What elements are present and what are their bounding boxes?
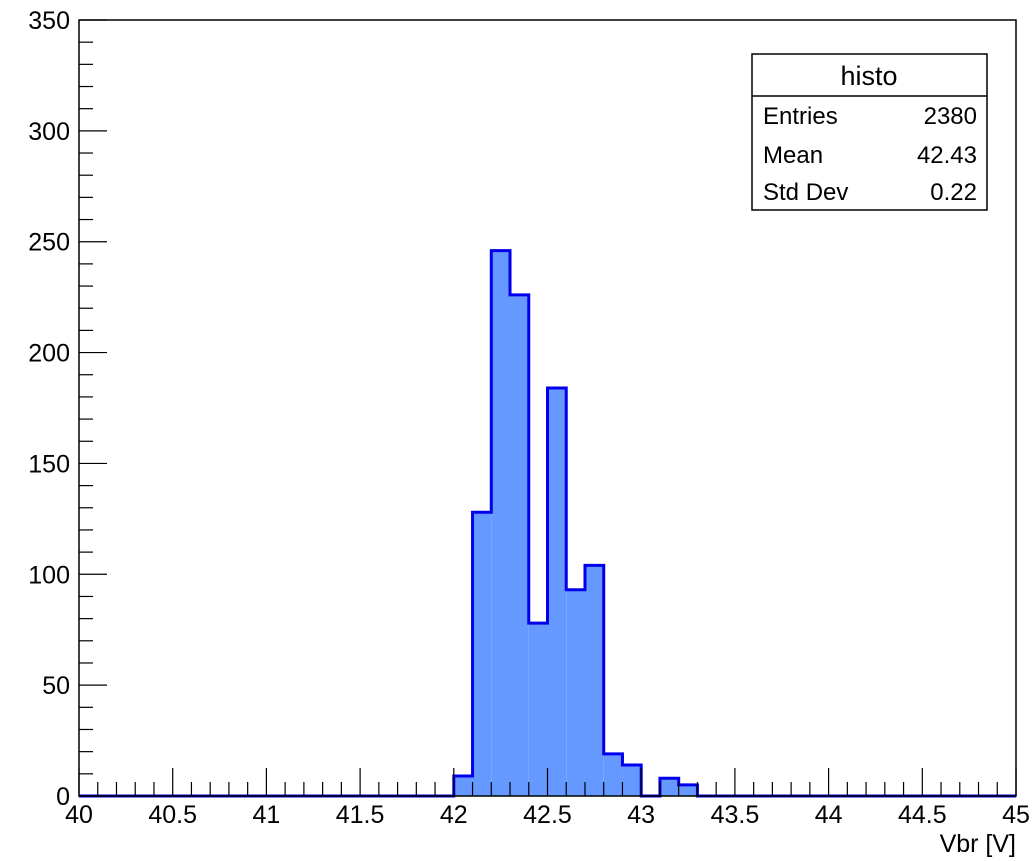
x-tick-label: 40.5 <box>148 801 197 829</box>
stats-stddev-label: Std Dev <box>763 179 848 206</box>
histogram-bin <box>584 565 604 796</box>
y-tick-label: 300 <box>28 118 70 146</box>
histogram-outline <box>79 249 1016 798</box>
histogram-bin <box>453 776 473 796</box>
x-tick-label: 44.5 <box>898 801 947 829</box>
stats-title: histo <box>840 61 897 91</box>
stats-mean-value: 42.43 <box>917 142 977 169</box>
x-tick-label: 43.5 <box>711 801 760 829</box>
x-tick-label: 41 <box>252 801 280 829</box>
y-tick-label: 350 <box>28 7 70 35</box>
histogram-bin <box>659 778 679 796</box>
y-tick-label: 100 <box>28 561 70 589</box>
stats-mean-label: Mean <box>763 142 823 169</box>
histogram-bin <box>510 294 529 796</box>
x-tick-label: 42 <box>440 801 468 829</box>
stats-entries-label: Entries <box>763 103 838 130</box>
stats-stddev-value: 0.22 <box>930 179 977 206</box>
x-tick-label: 40 <box>65 801 93 829</box>
y-tick-labels: 0 50 100 150 200 250 300 350 <box>28 7 70 811</box>
histogram-bin <box>603 753 623 796</box>
stats-box-frame <box>751 53 988 211</box>
y-tick-label: 200 <box>28 340 70 368</box>
y-tick-label: 50 <box>42 672 70 700</box>
x-tick-label: 42.5 <box>523 801 572 829</box>
histogram-bin <box>528 623 548 796</box>
histogram-bin <box>678 784 698 796</box>
y-tick-label: 150 <box>28 450 70 478</box>
x-tick-label: 43 <box>627 801 655 829</box>
histogram-bin <box>622 764 642 796</box>
y-tick-label: 0 <box>56 783 70 811</box>
axis-ticks <box>78 19 1017 797</box>
x-tick-labels: 40 40.5 41 41.5 42 42.5 43 43.5 44 44.5 45 <box>65 801 1030 829</box>
x-tick-label: 44 <box>815 801 843 829</box>
histogram-bin <box>472 512 492 796</box>
stats-box: histo Entries 2380 Mean 42.43 Std Dev 0.… <box>751 53 988 211</box>
histogram-bin <box>547 388 567 796</box>
histogram-bars <box>79 249 1016 798</box>
histogram-bin <box>566 589 585 796</box>
x-axis-title: Vbr [V] <box>940 830 1016 858</box>
histogram-bin <box>491 250 511 796</box>
stats-entries-value: 2380 <box>924 103 977 130</box>
x-tick-label: 45 <box>1002 801 1030 829</box>
x-tick-label: 41.5 <box>336 801 385 829</box>
y-tick-label: 250 <box>28 229 70 257</box>
